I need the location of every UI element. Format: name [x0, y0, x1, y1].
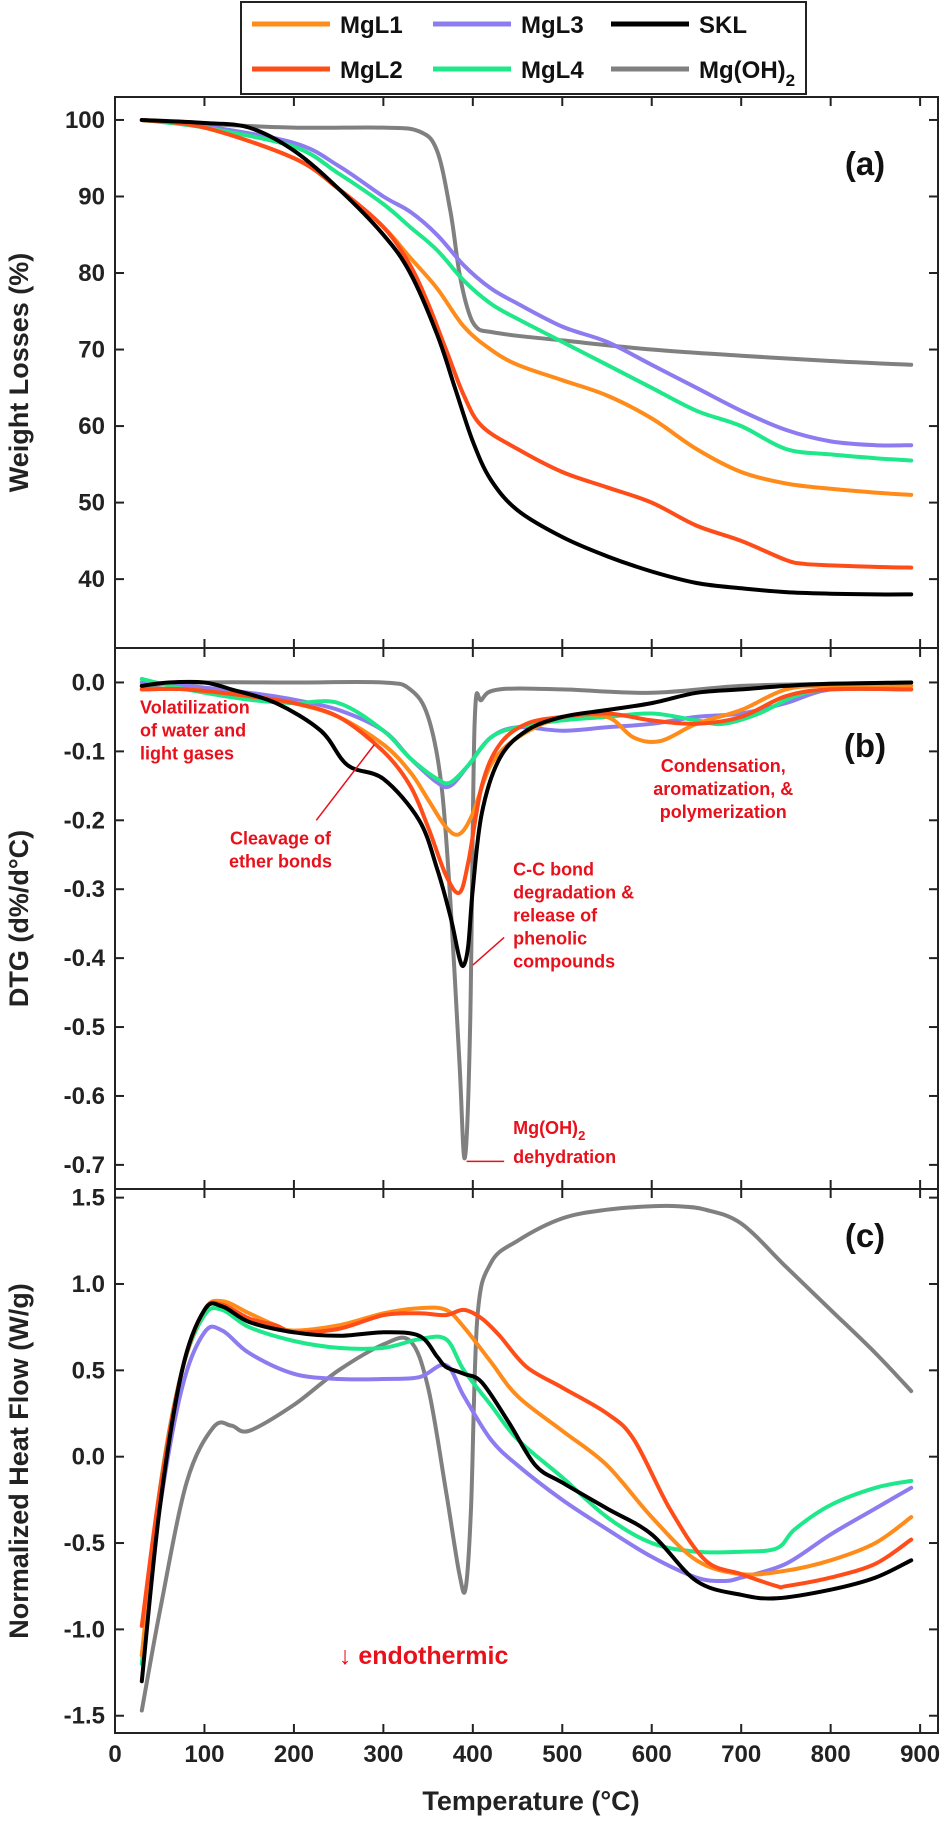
y-tick-label: 60 [78, 413, 105, 440]
x-tick-label: 700 [721, 1741, 761, 1768]
x-tick-label: 800 [811, 1741, 851, 1768]
legend-label-subscript: 2 [786, 71, 795, 90]
series-line-mgl3 [139, 1324, 914, 1658]
series-line-mgl2 [139, 1300, 914, 1628]
series-line-mgl1 [139, 1298, 914, 1658]
panel-tag: (c) [845, 1217, 885, 1254]
annotation-line: Mg(OH) [513, 1118, 578, 1138]
x-tick-label: 500 [542, 1741, 582, 1768]
annotation-text: Cleavage of ether bonds [229, 828, 332, 871]
annotation-line: release of [513, 905, 598, 925]
annotation-leader-line [472, 936, 505, 966]
series-line-mgl2 [139, 118, 914, 570]
annotation-text: Mg(OH)2 dehydration [513, 1118, 616, 1167]
x-tick-label: 200 [274, 1741, 314, 1768]
y-tick-label: -0.6 [64, 1083, 105, 1110]
y-tick-label: 100 [65, 107, 105, 134]
chart-panels: 40 50 60 70 80 90 100 (a) Weight Losses (%) 0.0 -0… [4, 96, 940, 1768]
annotation-line: Condensation, [661, 756, 786, 776]
panel-tag: (a) [845, 145, 885, 182]
panel-b: 0.0 -0.1 -0.2 -0.3 -0.4 -0.5 -0.6 -0.7 Volatiliz… [4, 647, 939, 1190]
y-tick-label: -0.7 [64, 1152, 105, 1179]
y-axis-label: DTG (d%/d°C) [4, 830, 34, 1007]
annotation-text: Condensation, aromatization, & polymerizat… [653, 756, 793, 822]
annotation-line: ether bonds [229, 851, 332, 871]
panel-a: 40 50 60 70 80 90 100 (a) Weight Losses (%) [4, 96, 939, 649]
y-tick-label: 90 [78, 183, 105, 210]
legend-frame [240, 1, 807, 95]
annotation-line: ↓ endothermic [339, 1642, 509, 1670]
x-tick-label: 300 [363, 1741, 403, 1768]
series-group [139, 118, 914, 597]
annotation-text: C-C bond degradation & release of phenolic c… [513, 859, 634, 971]
series-line-skl [139, 1301, 914, 1684]
series-group [139, 677, 914, 1161]
annotation-line: light gases [140, 743, 234, 763]
x-tick-label: 0 [108, 1741, 121, 1768]
series-line-mgl2 [139, 686, 914, 896]
panel-tag: (b) [844, 727, 886, 764]
y-tick-label: 40 [78, 566, 105, 593]
annotation-line: C-C bond [513, 859, 594, 879]
series-line-mgl4 [139, 118, 914, 463]
y-tick-label: -1.5 [64, 1703, 105, 1730]
plot-frame [114, 1188, 939, 1734]
legend-label-mgl1: MgL1 [340, 12, 403, 39]
annotation-line: compounds [513, 951, 615, 971]
y-tick-label: -0.1 [64, 738, 105, 765]
x-tick-label: 900 [900, 1741, 940, 1768]
y-tick-label: 1.0 [72, 1271, 105, 1298]
annotation-line: degradation & [513, 882, 634, 902]
annotation-subscript: 2 [578, 1128, 585, 1143]
annotation-line: Volatilization [140, 697, 250, 717]
y-tick-label: 80 [78, 260, 105, 287]
y-tick-label: -0.3 [64, 876, 105, 903]
x-tick-label: 600 [632, 1741, 672, 1768]
x-axis-label: Temperature (°C) [422, 1786, 639, 1816]
y-tick-label: 70 [78, 337, 105, 364]
series-line-skl [139, 118, 914, 597]
series-line-mgoh2 [139, 679, 914, 1161]
series-line-mgl4 [139, 677, 914, 786]
y-tick-label: 0.0 [72, 669, 105, 696]
legend-label-skl: SKL [699, 12, 747, 39]
y-tick-label: 0.0 [72, 1444, 105, 1471]
series-group [139, 1203, 914, 1713]
annotation-line: of water and [140, 720, 246, 740]
y-tick-label: 50 [78, 490, 105, 517]
annotation-line: Cleavage of [230, 828, 332, 848]
annotation-line: polymerization [660, 802, 787, 822]
annotation-line: aromatization, & [653, 779, 793, 799]
series-line-mgoh2 [139, 1203, 914, 1713]
y-tick-label: -0.5 [64, 1014, 105, 1041]
series-line-skl [139, 679, 914, 969]
y-axis-label: Normalized Heat Flow (W/g) [4, 1283, 34, 1639]
legend-label-mgl4: MgL4 [521, 57, 584, 84]
y-tick-label: -0.2 [64, 807, 105, 834]
y-tick-label: -0.4 [64, 945, 106, 972]
y-tick-label: -1.0 [64, 1616, 105, 1643]
y-axis-label: Weight Losses (%) [4, 253, 34, 493]
y-tick-label: -0.5 [64, 1530, 105, 1557]
annotation-line: dehydration [513, 1147, 616, 1167]
legend-label-mgl2: MgL2 [340, 57, 403, 84]
x-tick-label: 100 [184, 1741, 224, 1768]
series-line-mgl4 [139, 1305, 914, 1666]
annotation-text: ↓ endothermic [339, 1642, 509, 1670]
annotation-text: Volatilization of water and light gases [140, 697, 250, 763]
y-tick-label: 1.5 [72, 1185, 105, 1212]
panel-c: 1.5 1.0 0.5 0.0 -0.5 -1.0 -1.50 100 200 300 400 500… [4, 1185, 940, 1768]
legend-label-mgl3: MgL3 [521, 12, 584, 39]
series-line-mgl1 [139, 683, 914, 837]
y-tick-label: 0.5 [72, 1357, 105, 1384]
series-line-mgl3 [139, 118, 914, 448]
x-tick-label: 400 [453, 1741, 493, 1768]
annotation-line: phenolic [513, 928, 587, 948]
annotation-leader-line [315, 744, 376, 821]
series-line-mgoh2 [139, 118, 914, 367]
